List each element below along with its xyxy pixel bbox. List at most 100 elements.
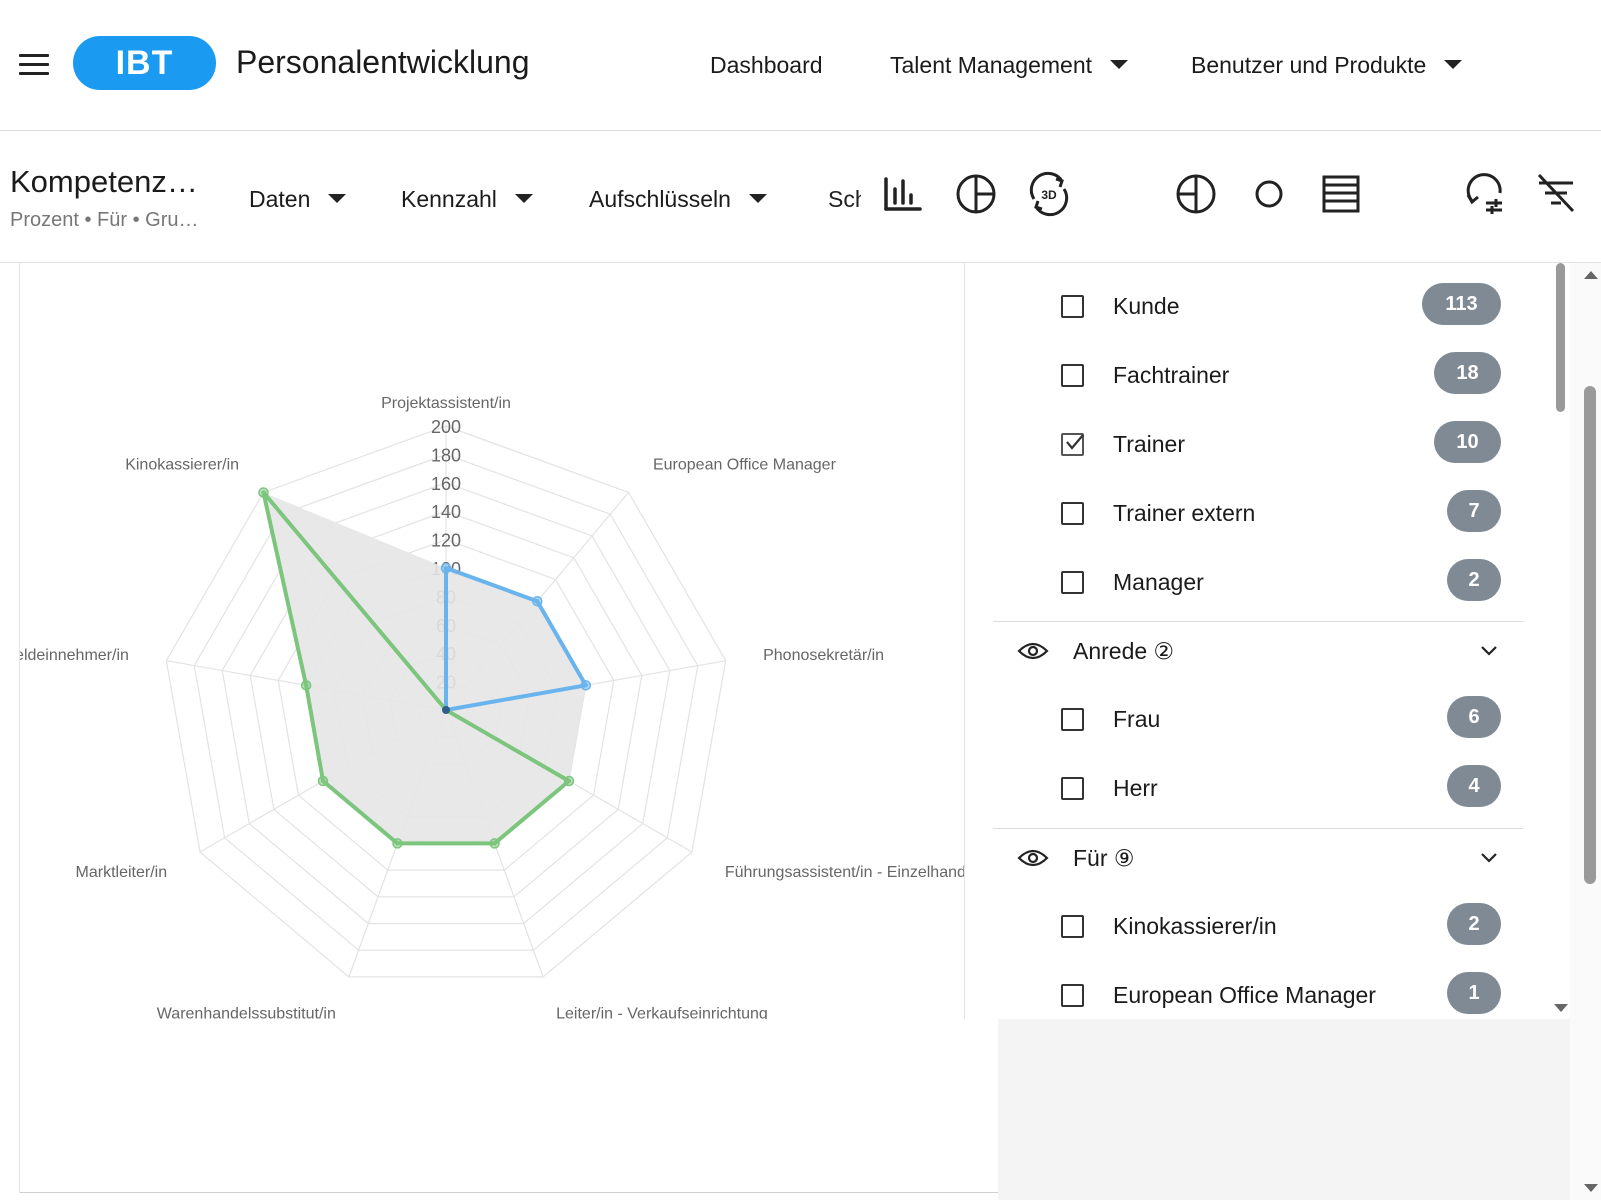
caret-down-icon [1444,60,1463,70]
filter-item-label: Kunde [1113,293,1180,319]
kennzahl-label: Kennzahl [401,186,497,212]
filter-item-herr[interactable]: Herr 4 [965,765,1553,815]
check-icon [1066,434,1084,450]
eye-icon[interactable] [1017,847,1049,869]
nav-talent-management-label: Talent Management [890,52,1093,78]
radar-category-label: European Office Manager [653,456,837,473]
radar-series-2-segment [304,683,326,783]
circle-icon[interactable] [1246,171,1292,217]
radar-tick-label: 120 [431,531,461,551]
checkbox-kinokassierer[interactable] [1061,915,1084,938]
radar-series-2-point[interactable] [563,775,575,787]
radar-grid-ring [249,510,643,898]
radar-chart: 20406080100120140160180200 Projektassist… [20,263,964,1019]
checkbox-trainer-extern[interactable] [1061,502,1084,525]
radar-series-2-point[interactable] [300,680,312,691]
filter-item-kunde[interactable]: Kunde 113 [965,283,1553,333]
rotate-3d-icon[interactable]: 3D [1026,171,1072,217]
page-scroll-up-icon[interactable] [1584,271,1598,279]
app-title: Personalentwicklung [236,44,530,80]
reset-settings-icon[interactable] [1462,171,1508,217]
radar-category-label: Projektassistent/in [381,395,511,412]
radar-series-2-segment [321,779,400,846]
radar-series-2-segment [492,779,571,846]
daten-dropdown[interactable]: Daten [249,186,347,213]
nav-dashboard[interactable]: Dashboard [710,52,823,79]
nav-benutzer-produkte[interactable]: Benutzer und Produkte [1191,52,1463,79]
caret-down-icon [748,194,767,204]
filter-item-label: European Office Manager [1113,982,1376,1008]
count-badge: 2 [1447,903,1501,945]
count-badge: 7 [1447,490,1501,532]
radar-category-label: Führungsassistent/in - Einzelhandel [725,864,964,881]
checkbox-manager[interactable] [1061,571,1084,594]
menu-icon[interactable] [19,52,49,78]
divider [993,621,1523,622]
empty-area [998,1019,1570,1200]
radar-series-1-segment [535,599,588,688]
radar-series-2-point[interactable] [392,838,403,849]
checkbox-trainer-checked[interactable] [1061,433,1084,456]
count-badge: 113 [1422,283,1501,325]
radar-series-1-point[interactable] [580,680,592,691]
filter-item-trainer[interactable]: Trainer 10 [965,421,1553,471]
filter-item-kinokassierer[interactable]: Kinokassierer/in 2 [965,903,1553,953]
app-bar: IBT Personalentwicklung Dashboard Talent… [0,0,1601,131]
page-scrollbar-thumb[interactable] [1584,386,1596,884]
radar-series-1-segment [444,566,540,604]
radar-center-point [442,706,450,714]
bar-chart-icon[interactable] [880,171,926,217]
checkbox-herr[interactable] [1061,777,1084,800]
radar-tick-label: 140 [431,502,461,522]
radar-series-2-segment [261,490,309,688]
pie-chart-icon[interactable] [953,171,999,217]
divider [20,1192,998,1193]
caret-down-icon [328,194,347,204]
divider [993,828,1523,829]
eye-icon[interactable] [1017,640,1049,662]
pie-chart-alt-icon[interactable] [1173,171,1219,217]
panel-scrollbar-thumb[interactable] [1556,263,1565,412]
clipped-toolbar-item[interactable]: Schwellwert [828,186,861,212]
toolbar: Kompetenzen Prozent • Für • Gruppe Daten… [0,131,1601,263]
radar-series-1-point[interactable] [532,595,543,607]
radar-tick-label: 160 [431,474,461,494]
filter-item-trainer-extern[interactable]: Trainer extern 7 [965,490,1553,540]
checkbox-fachtrainer[interactable] [1061,364,1084,387]
group-label: Für ⑨ [1073,845,1135,871]
checkbox-frau[interactable] [1061,708,1084,731]
kennzahl-dropdown[interactable]: Kennzahl [401,186,533,213]
page-scroll-down-icon[interactable] [1584,1184,1598,1192]
table-list-icon[interactable] [1318,171,1364,217]
svg-text:3D: 3D [1041,188,1057,202]
radar-grid-ring [193,453,699,951]
logo[interactable]: IBT [73,36,216,90]
chevron-down-icon[interactable] [1479,641,1499,661]
radar-series-2-point[interactable] [489,838,500,849]
aufschluesseln-dropdown[interactable]: Aufschlüsseln [589,186,767,213]
filter-item-label: Herr [1113,775,1158,801]
report-subtitle: Prozent • Für • Gruppe [10,209,200,231]
radar-grid-ring [165,425,727,978]
filter-item-frau[interactable]: Frau 6 [965,696,1553,746]
panel-scroll-down-icon[interactable] [1554,1004,1568,1012]
filter-item-european-office-manager[interactable]: European Office Manager 1 [965,972,1553,1019]
chevron-down-icon[interactable] [1479,848,1499,868]
aufschluesseln-label: Aufschlüsseln [589,186,731,212]
filter-item-fachtrainer[interactable]: Fachtrainer 18 [965,352,1553,402]
count-badge: 2 [1447,559,1501,601]
count-badge: 4 [1447,765,1501,807]
group-fuer[interactable]: Für ⑨ [965,835,1553,885]
filter-item-manager[interactable]: Manager 2 [965,559,1553,609]
radar-grid-ring [221,482,671,925]
radar-category-label: Phonosekretär/in [763,647,884,664]
radar-series-1-point[interactable] [440,562,452,574]
nav-talent-management[interactable]: Talent Management [890,52,1129,79]
radar-series-2-point[interactable] [317,775,329,787]
radar-series-2-point[interactable] [258,487,269,498]
clear-filter-icon[interactable] [1533,171,1579,217]
group-anrede[interactable]: Anrede ② [965,628,1553,678]
checkbox-kunde[interactable] [1061,295,1084,318]
checkbox-european-office-manager[interactable] [1061,984,1084,1007]
radar-fill-area [263,492,586,844]
